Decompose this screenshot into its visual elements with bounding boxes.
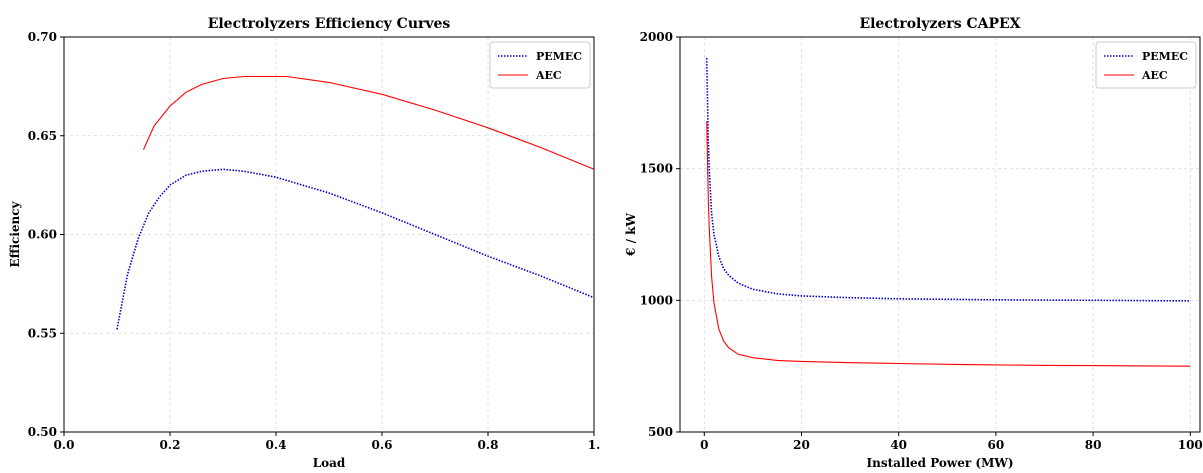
legend-label-aec: AEC: [1141, 69, 1168, 82]
x-axis-title: Load: [313, 456, 346, 470]
legend-label-aec: AEC: [535, 69, 562, 82]
series-line-pemec: [116, 168, 595, 330]
y-tick-label: 0.55: [28, 326, 57, 340]
x-tick-label: 0.4: [266, 438, 287, 452]
x-tick-label: 0.0: [54, 438, 75, 452]
x-tick-label: 60: [988, 438, 1005, 452]
x-tick-label: 20: [793, 438, 810, 452]
x-tick-label: 1.: [588, 438, 601, 452]
y-tick-label: 0.60: [28, 228, 57, 242]
x-tick-label: 100: [1178, 438, 1203, 452]
x-tick-label: 0.8: [478, 438, 499, 452]
x-tick-label: 0.6: [372, 438, 393, 452]
legend-box: [1095, 41, 1197, 89]
plot-frame: [679, 36, 1201, 433]
capex-chart: 0 20 40 60 80 100 500 1000 1500 2000 Electrolyzers…: [624, 16, 1203, 470]
y-tick-label: 0.65: [28, 129, 57, 143]
y-tick-label: 0.70: [28, 30, 57, 44]
y-tick-label: 1000: [640, 293, 673, 307]
y-tick-label: 2000: [640, 30, 673, 44]
series-line-pemec: [705, 58, 1191, 302]
y-tick-label: 500: [648, 425, 673, 439]
legend-box: [489, 41, 591, 89]
y-tick-label: 1500: [640, 162, 673, 176]
chart-title: Electrolyzers CAPEX: [859, 16, 1020, 32]
efficiency-chart: 0.0 0.2 0.4 0.6 0.8 1. 0.50 0.55 0.60 0.65 0.70 Ele…: [8, 16, 600, 470]
x-axis-title: Installed Power (MW): [866, 456, 1013, 470]
legend-label-pemec: PEMEC: [536, 50, 582, 63]
x-tick-label: 0: [700, 438, 708, 452]
y-axis-title: € / kW: [624, 213, 638, 257]
x-tick-label: 0.2: [160, 438, 181, 452]
chart-title: Electrolyzers Efficiency Curves: [208, 16, 451, 32]
y-axis-title: Efficiency: [8, 200, 22, 267]
series-line-aec: [706, 121, 1191, 367]
x-tick-label: 40: [890, 438, 907, 452]
x-tick-label: 80: [1085, 438, 1102, 452]
legend-label-pemec: PEMEC: [1142, 50, 1188, 63]
series-line-aec: [142, 75, 595, 170]
y-tick-label: 0.50: [28, 425, 57, 439]
